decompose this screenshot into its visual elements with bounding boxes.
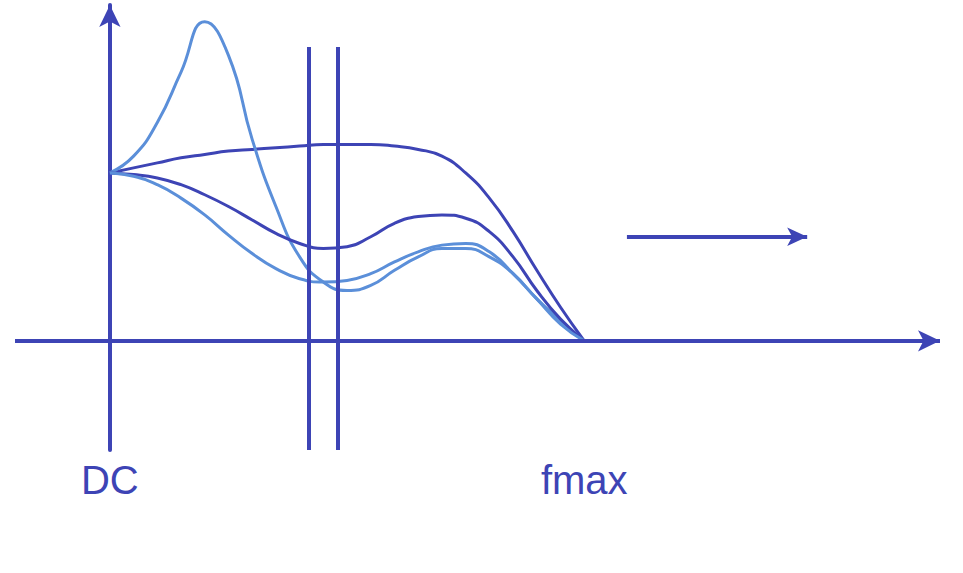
svg-text:DC: DC [81, 458, 139, 502]
svg-text:fmax: fmax [541, 458, 628, 502]
